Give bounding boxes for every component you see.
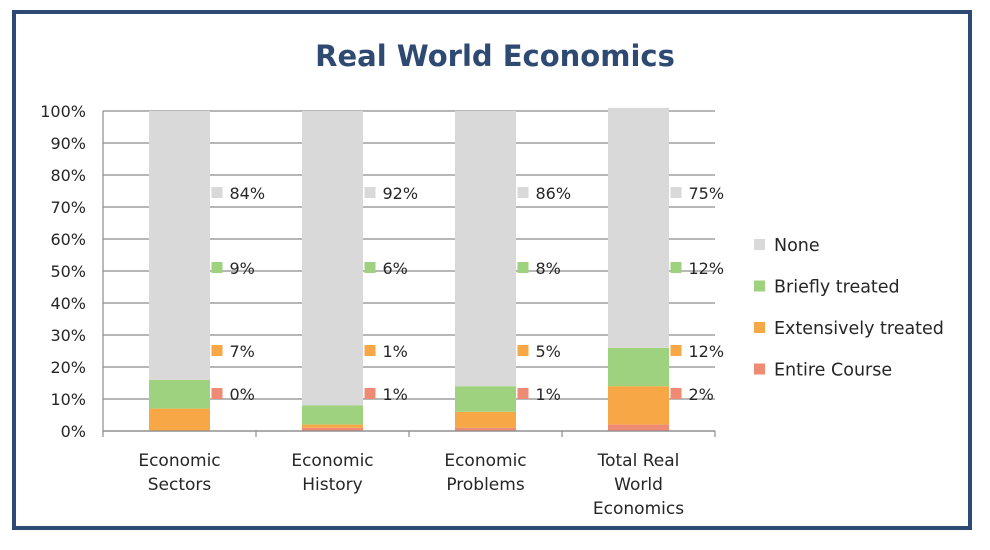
data-label: 1%	[383, 342, 408, 361]
data-labels: 0% 7% 9% 84% 1% 1% 6% 92% 1% 5% 8% 86% 2% 12% 12% 75%	[211, 184, 725, 404]
data-label: 8%	[536, 259, 561, 278]
x-category-label: Total Real World Economics	[593, 451, 684, 519]
legend-label: Entire Course	[774, 361, 892, 381]
data-label: 12%	[689, 342, 725, 361]
y-tick-label: 40%	[50, 294, 86, 313]
y-tick-label: 50%	[50, 262, 86, 281]
bar-segment	[302, 424, 363, 428]
y-tick-label: 90%	[50, 134, 86, 153]
bar-segment	[608, 386, 669, 425]
x-category-label: Economic Sectors	[138, 451, 220, 495]
axes: 0% 10% 20% 30% 40% 50% 60% 70% 80% 90% 100% Economi…	[40, 102, 716, 519]
bars	[149, 107, 669, 431]
bar-segment	[608, 347, 669, 387]
y-tick-label: 100%	[40, 102, 86, 121]
chart-title: Real World Economics	[315, 39, 675, 73]
data-label: 1%	[383, 385, 408, 404]
data-label-marker	[364, 388, 376, 399]
bar-segment	[302, 427, 363, 431]
legend-label: Extensively treated	[774, 319, 944, 339]
data-label: 2%	[689, 385, 714, 404]
y-tick-label: 70%	[50, 198, 86, 217]
bar-segment	[149, 111, 210, 380]
data-label: 0%	[230, 385, 255, 404]
bar-segment	[302, 405, 363, 425]
data-label-marker	[517, 388, 529, 399]
bar-segment	[302, 111, 363, 406]
legend: None Briefly treated Extensively treated En…	[754, 236, 944, 381]
data-label-marker	[364, 262, 376, 273]
data-label: 1%	[536, 385, 561, 404]
y-tick-label: 20%	[50, 358, 86, 377]
data-label: 6%	[383, 259, 408, 278]
data-label-marker	[211, 345, 223, 356]
legend-label: Briefly treated	[774, 278, 900, 298]
y-tick-label: 60%	[50, 230, 86, 249]
legend-swatch	[754, 322, 765, 333]
data-label: 5%	[536, 342, 561, 361]
data-label-marker	[517, 262, 529, 273]
data-label-marker	[211, 187, 223, 198]
legend-swatch	[754, 363, 765, 375]
bar-segment	[608, 424, 669, 431]
bar-segment	[455, 386, 516, 412]
x-category-label: Economic History	[291, 451, 373, 495]
data-label-marker	[517, 345, 529, 356]
legend-label: None	[774, 236, 820, 256]
data-label-marker	[670, 345, 682, 356]
bar-segment	[149, 408, 210, 431]
data-label: 92%	[383, 184, 419, 203]
data-label-marker	[211, 388, 223, 399]
data-label-marker	[670, 388, 682, 399]
y-tick-label: 80%	[50, 166, 86, 185]
bar-segment	[149, 379, 210, 409]
legend-swatch	[754, 239, 765, 250]
data-label-marker	[670, 262, 682, 273]
data-label: 7%	[230, 342, 255, 361]
data-label: 86%	[536, 184, 572, 203]
bar-segment	[455, 427, 516, 431]
bar-segment	[455, 411, 516, 428]
data-label-marker	[517, 187, 529, 198]
legend-swatch	[754, 280, 765, 292]
data-label-marker	[211, 262, 223, 273]
bar-segment	[455, 111, 516, 387]
data-label: 84%	[230, 184, 266, 203]
data-label-marker	[364, 187, 376, 198]
x-category-label: Economic Problems	[444, 451, 526, 495]
data-label-marker	[364, 345, 376, 356]
data-label: 9%	[230, 259, 255, 278]
y-tick-label: 10%	[50, 390, 86, 409]
y-tick-label: 0%	[61, 422, 86, 441]
bar-segment	[608, 107, 669, 348]
y-tick-label: 30%	[50, 326, 86, 345]
data-label: 75%	[689, 184, 725, 203]
data-label: 12%	[689, 259, 725, 278]
data-label-marker	[670, 187, 682, 198]
